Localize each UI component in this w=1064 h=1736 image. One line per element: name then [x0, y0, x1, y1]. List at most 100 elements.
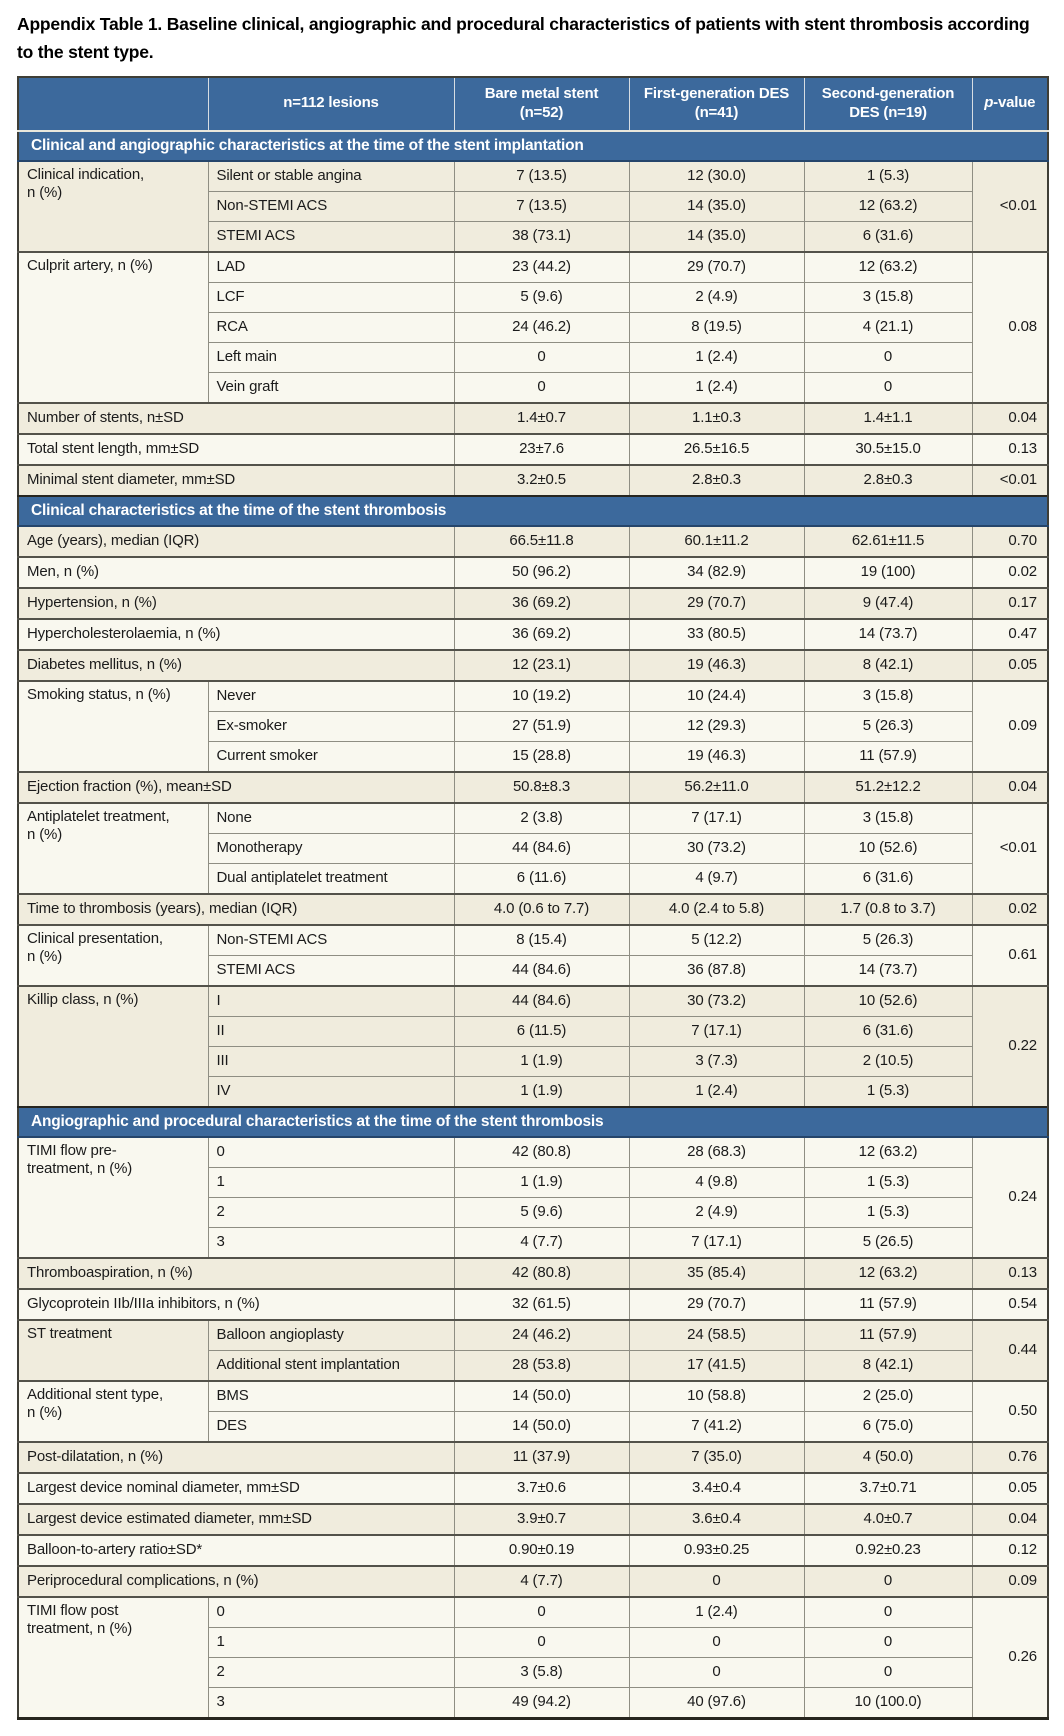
value-cell: 2 (4.9): [628, 1196, 805, 1228]
column-header-second-gen-des: Second-generation DES (n=19): [803, 75, 973, 132]
value-cell: 35 (85.4): [628, 1256, 805, 1290]
p-value-cell: 0.13: [971, 1256, 1049, 1290]
table-row: Glycoprotein IIb/IIIa inhibitors, n (%) 3…: [17, 1287, 1049, 1321]
value-cell: 24 (46.2): [453, 311, 630, 343]
section-header: Clinical characteristics at the time of …: [17, 494, 1049, 527]
row-group-label: Ejection fraction (%), mean±SD: [17, 770, 455, 804]
row-sub-label: Left main: [207, 341, 455, 373]
value-cell: 3.9±0.7: [453, 1502, 630, 1536]
value-cell: 17 (41.5): [628, 1349, 805, 1382]
table-row: Additional stent type, n (%) BMS 14 (50.0)…: [17, 1379, 1049, 1443]
value-cell: 0: [453, 371, 630, 404]
row-sub-label: IV: [207, 1075, 455, 1108]
row-sub-label: 1: [207, 1626, 455, 1658]
value-cell: 6 (11.6): [453, 862, 630, 895]
value-cell: 14 (35.0): [628, 190, 805, 222]
column-header-lesions: n=112 lesions: [207, 75, 455, 132]
row-group-label: TIMI flow pre- treatment, n (%): [17, 1135, 209, 1259]
value-cell: 0: [628, 1564, 805, 1598]
value-cell: 2 (3.8): [453, 801, 630, 834]
p-value-cell: 0.08: [971, 250, 1049, 404]
row-group-label: Time to thrombosis (years), median (IQR): [17, 892, 455, 926]
table-row: Additional stent implantation 28 (53.8) 17…: [18, 1349, 1048, 1382]
value-cell: 7 (17.1): [628, 801, 805, 834]
value-cell: 24 (58.5): [628, 1318, 805, 1351]
p-value-cell: 0.17: [971, 586, 1049, 620]
table-row: Number of stents, n±SD 1.4±0.7 1.1±0.3 1.4±…: [17, 401, 1049, 435]
row-group-label: Killip class, n (%): [17, 984, 209, 1108]
row-group-label: Smoking status, n (%): [17, 679, 209, 773]
value-cell: 10 (19.2): [453, 679, 630, 712]
p-value-cell: 0.13: [971, 432, 1049, 466]
row-sub-label: 0: [207, 1135, 455, 1168]
row-group-label: Glycoprotein IIb/IIIa inhibitors, n (%): [17, 1287, 455, 1321]
value-cell: 11 (57.9): [803, 740, 973, 773]
value-cell: 7 (13.5): [453, 190, 630, 222]
section-header: Clinical and angiographic characteristic…: [17, 129, 1049, 162]
table-row: STEMI ACS 44 (84.6) 36 (87.8) 14 (73.7): [18, 954, 1048, 987]
p-value-cell: 0.22: [971, 984, 1049, 1108]
table-row: Hypertension, n (%) 36 (69.2) 29 (70.7) 9 (…: [17, 586, 1049, 620]
row-sub-label: 2: [207, 1656, 455, 1688]
value-cell: 7 (35.0): [628, 1440, 805, 1474]
value-cell: 44 (84.6): [453, 984, 630, 1017]
table-row: Balloon-to-artery ratio±SD* 0.90±0.19 0.93…: [17, 1533, 1049, 1567]
row-group-label: Post-dilatation, n (%): [17, 1440, 455, 1474]
p-value-cell: 0.61: [971, 923, 1049, 987]
p-value-cell: <0.01: [971, 801, 1049, 895]
value-cell: 0: [803, 1564, 973, 1598]
row-group-label: Hypercholesterolaemia, n (%): [17, 617, 455, 651]
value-cell: 1 (2.4): [628, 341, 805, 373]
value-cell: 14 (73.7): [803, 617, 973, 651]
row-group-label: Additional stent type, n (%): [17, 1379, 209, 1443]
p-value-cell: 0.26: [971, 1595, 1049, 1719]
table-row: Men, n (%) 50 (96.2) 34 (82.9) 19 (100) 0.02: [17, 555, 1049, 589]
table-row: Thromboaspiration, n (%) 42 (80.8) 35 (85.…: [17, 1256, 1049, 1290]
value-cell: 12 (63.2): [803, 1256, 973, 1290]
value-cell: 4 (7.7): [453, 1226, 630, 1259]
value-cell: 42 (80.8): [453, 1256, 630, 1290]
p-value-cell: 0.47: [971, 617, 1049, 651]
row-sub-label: II: [207, 1015, 455, 1047]
value-cell: 10 (24.4): [628, 679, 805, 712]
value-cell: 12 (29.3): [628, 710, 805, 742]
value-cell: 40 (97.6): [628, 1686, 805, 1719]
table-row: Dual antiplatelet treatment 6 (11.6) 4 (9.…: [18, 862, 1048, 895]
value-cell: 4.0 (0.6 to 7.7): [453, 892, 630, 926]
value-cell: 1 (5.3): [803, 159, 973, 192]
value-cell: 8 (15.4): [453, 923, 630, 956]
table-row: Non-STEMI ACS 7 (13.5) 14 (35.0) 12 (63.2): [18, 190, 1048, 222]
row-sub-label: 3: [207, 1226, 455, 1259]
value-cell: 0.92±0.23: [803, 1533, 973, 1567]
value-cell: 15 (28.8): [453, 740, 630, 773]
value-cell: 5 (9.6): [453, 1196, 630, 1228]
row-sub-label: DES: [207, 1410, 455, 1443]
value-cell: 4 (7.7): [453, 1564, 630, 1598]
value-cell: 11 (57.9): [803, 1287, 973, 1321]
value-cell: 7 (17.1): [628, 1015, 805, 1047]
row-group-label: Thromboaspiration, n (%): [17, 1256, 455, 1290]
p-value-cell: 0.05: [971, 1471, 1049, 1505]
value-cell: 0: [628, 1656, 805, 1688]
value-cell: 27 (51.9): [453, 710, 630, 742]
value-cell: 0: [803, 341, 973, 373]
value-cell: 14 (50.0): [453, 1379, 630, 1412]
value-cell: 6 (31.6): [803, 1015, 973, 1047]
value-cell: 2 (25.0): [803, 1379, 973, 1412]
table-row: Time to thrombosis (years), median (IQR)…: [17, 892, 1049, 926]
value-cell: 19 (46.3): [628, 740, 805, 773]
value-cell: 3.6±0.4: [628, 1502, 805, 1536]
value-cell: 1 (5.3): [803, 1166, 973, 1198]
p-value-cell: 0.09: [971, 679, 1049, 773]
value-cell: 5 (26.3): [803, 923, 973, 956]
column-header-bare-metal-stent: Bare metal stent (n=52): [453, 75, 630, 132]
value-cell: 10 (52.6): [803, 832, 973, 864]
value-cell: 3 (15.8): [803, 801, 973, 834]
table-row: II 6 (11.5) 7 (17.1) 6 (31.6): [18, 1015, 1048, 1047]
p-value-cell: 0.70: [971, 524, 1049, 558]
value-cell: 0: [453, 1595, 630, 1628]
row-sub-label: Balloon angioplasty: [207, 1318, 455, 1351]
